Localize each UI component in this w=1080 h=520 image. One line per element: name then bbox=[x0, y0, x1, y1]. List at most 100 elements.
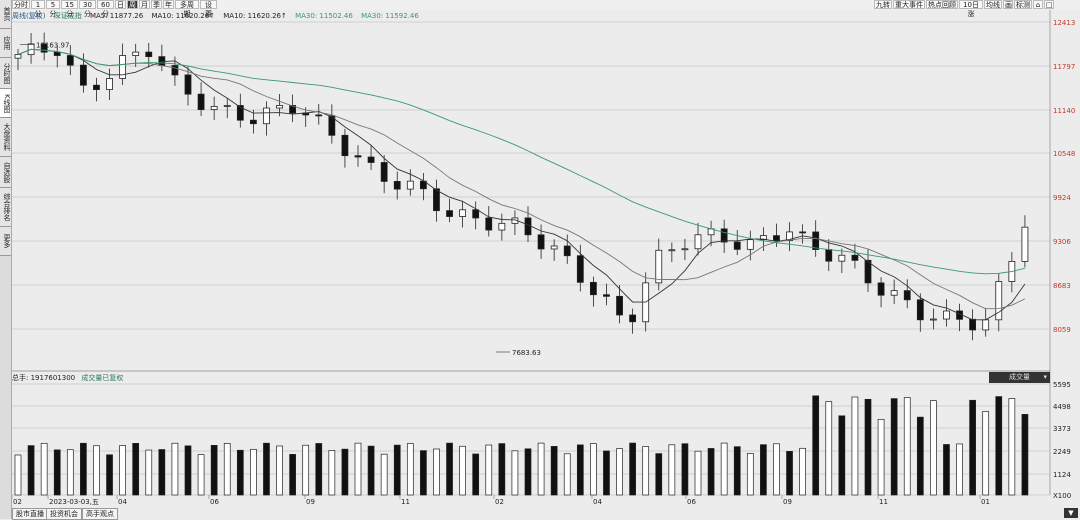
settings-button[interactable]: 设置 bbox=[200, 0, 217, 18]
expand-icon[interactable]: ▼ bbox=[1064, 508, 1078, 518]
candle-down bbox=[629, 314, 637, 323]
price-axis: 12413 11797 11140 10548 9924 9306 8683 8059 bbox=[1053, 19, 1075, 334]
window-icon[interactable]: □ bbox=[1044, 0, 1054, 9]
x-tick-label: 11 bbox=[401, 498, 410, 506]
volume-bar bbox=[760, 444, 767, 496]
volume-bar bbox=[132, 443, 140, 496]
tool-measure[interactable]: 标测 bbox=[1014, 0, 1032, 9]
price-tick-label: 9924 bbox=[1053, 194, 1071, 202]
volume-bar bbox=[145, 449, 153, 496]
volume-bar bbox=[746, 453, 754, 496]
sidebar-item-timeshare[interactable]: 分时图 bbox=[0, 58, 11, 89]
volume-bar bbox=[642, 446, 650, 496]
ma10-value: MA10: 11620.26↑ bbox=[151, 12, 216, 20]
chart-mode-label[interactable]: 周线(复权) bbox=[12, 12, 46, 20]
kline-chart[interactable]: 12413 11797 11140 10548 9924 9306 8683 8059 559… bbox=[12, 0, 1078, 506]
candle-down bbox=[79, 64, 87, 86]
price-tick-label: 10548 bbox=[1053, 150, 1075, 158]
candle-down bbox=[197, 93, 205, 110]
price-tick-label: 12413 bbox=[1053, 19, 1075, 27]
volume-bar bbox=[812, 395, 820, 496]
volume-bar bbox=[93, 445, 100, 496]
volume-bar bbox=[393, 444, 401, 496]
candle-down bbox=[93, 84, 100, 90]
period-button-month[interactable]: 月 bbox=[139, 0, 150, 9]
period-button-5min[interactable]: 5分 bbox=[46, 0, 60, 18]
ma60-value: MA30: 11592.46 bbox=[361, 12, 419, 20]
candle-down bbox=[145, 51, 153, 58]
tool-major-events[interactable]: 重大事件 bbox=[893, 0, 925, 9]
low-price-label: 7683.63 bbox=[512, 349, 541, 357]
candle-down bbox=[53, 51, 61, 56]
volume-bar bbox=[943, 444, 950, 496]
period-button-day[interactable]: 日 bbox=[115, 0, 126, 9]
indicator-selector[interactable]: 成交量 ▾ bbox=[989, 372, 1050, 383]
moving-average-lines bbox=[17, 48, 1026, 321]
period-button-60min[interactable]: 60分 bbox=[97, 0, 114, 18]
sidebar-item-ranking[interactable]: 综合排名 bbox=[0, 188, 11, 227]
volume-adjusted-label: 成交量已复权 bbox=[81, 374, 124, 382]
sidebar-item-kline[interactable]: K线图 bbox=[0, 89, 11, 118]
ma30-value: MA30: 11502.46 bbox=[295, 12, 353, 20]
sidebar-item-market-info[interactable]: 大盘资料 bbox=[0, 118, 11, 157]
price-tick-label: 11797 bbox=[1053, 63, 1075, 71]
price-tick-label: 8683 bbox=[1053, 282, 1071, 290]
tab-expert-views[interactable]: 高手观点 bbox=[82, 508, 118, 520]
tool-nine-turn[interactable]: 九转 bbox=[874, 0, 892, 9]
candle-down bbox=[184, 74, 192, 95]
volume-bar bbox=[916, 416, 924, 496]
volume-bar bbox=[40, 442, 48, 496]
volume-tick-label: 2249 bbox=[1053, 448, 1071, 456]
price-tick-label: 11140 bbox=[1053, 107, 1075, 115]
tool-hot-review[interactable]: 热点回顾 bbox=[926, 0, 958, 9]
volume-bar bbox=[707, 448, 715, 496]
tab-opportunities[interactable]: 投资机会 bbox=[46, 508, 82, 520]
volume-tick-label: 1124 bbox=[1053, 471, 1071, 479]
volume-bar bbox=[302, 444, 310, 496]
sidebar-item-apps[interactable]: 应用 bbox=[0, 29, 11, 58]
period-button-15min[interactable]: 15分 bbox=[61, 0, 78, 18]
period-button-season[interactable]: 季 bbox=[151, 0, 162, 9]
tool-moving-average[interactable]: 均线 bbox=[984, 0, 1002, 9]
sidebar-item-more[interactable]: 更多 bbox=[0, 227, 11, 256]
period-button-year[interactable]: 年 bbox=[163, 0, 174, 9]
index-name-label[interactable]: 深证成指 bbox=[53, 12, 82, 20]
x-tick-label: 04 bbox=[593, 498, 602, 506]
x-tick-label: 06 bbox=[687, 498, 696, 506]
candle-up bbox=[943, 310, 950, 320]
period-button-week[interactable]: 周 bbox=[127, 0, 138, 9]
period-button-timeshare[interactable]: 分时 bbox=[12, 0, 30, 9]
volume-bar bbox=[472, 453, 480, 496]
volume-bar bbox=[590, 443, 597, 496]
candle-down bbox=[589, 281, 597, 296]
volume-bar bbox=[289, 454, 296, 496]
lock-icon[interactable]: ⌂ bbox=[1033, 0, 1043, 9]
x-tick-label: 09 bbox=[306, 498, 315, 506]
candle-up bbox=[406, 180, 414, 190]
candle-up bbox=[890, 290, 898, 296]
volume-bar bbox=[250, 448, 257, 496]
tool-10day-rise[interactable]: 10日涨 bbox=[959, 0, 983, 18]
candle-down bbox=[472, 209, 480, 219]
period-button-multi[interactable]: 多周期 bbox=[175, 0, 199, 18]
tab-live[interactable]: 股市直播 bbox=[12, 508, 48, 520]
candle-down bbox=[903, 290, 911, 301]
candle-down bbox=[328, 115, 336, 136]
candle-down bbox=[563, 245, 571, 257]
candle-up bbox=[995, 281, 1003, 321]
sidebar-item-watchlist[interactable]: 自选股 bbox=[0, 157, 11, 188]
sidebar-item-home[interactable]: 首页 bbox=[0, 0, 11, 29]
tool-draw[interactable]: 画 bbox=[1003, 0, 1013, 9]
period-button-30min[interactable]: 30分 bbox=[79, 0, 96, 18]
period-button-1min[interactable]: 1分 bbox=[31, 0, 45, 18]
volume-bar bbox=[524, 448, 532, 496]
volume-bar bbox=[276, 445, 283, 496]
candle-up bbox=[459, 209, 467, 217]
volume-bar bbox=[171, 442, 179, 496]
volume-bar bbox=[864, 398, 872, 496]
volume-tick-label: X100 bbox=[1053, 492, 1071, 500]
volume-bar bbox=[66, 449, 74, 496]
candle-up bbox=[759, 235, 767, 241]
candlesticks bbox=[14, 32, 1029, 341]
volume-bar bbox=[956, 443, 963, 496]
